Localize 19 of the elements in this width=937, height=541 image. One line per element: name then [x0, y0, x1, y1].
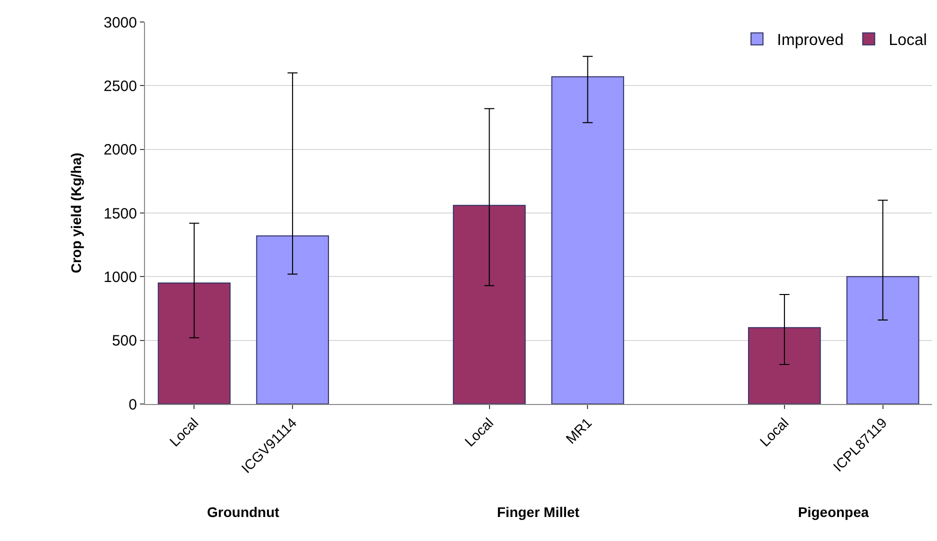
legend-label: Local: [888, 32, 927, 50]
bar: [748, 327, 821, 404]
y-tick-label: 0: [128, 396, 137, 414]
text: Groundnut: [207, 504, 280, 520]
y-tick-label: 1000: [104, 268, 137, 286]
text: Finger Millet: [497, 504, 580, 520]
y-tick-label: 500: [112, 332, 137, 350]
bar: [158, 282, 231, 404]
bar: [846, 276, 920, 404]
text: Pigeonpea: [798, 504, 870, 520]
y-tick-label: 3000: [104, 14, 137, 32]
bar: [452, 204, 526, 404]
y-tick-label: 1500: [104, 205, 137, 222]
y-tick-label: 2500: [104, 78, 137, 95]
legend-label: Improved: [777, 32, 844, 50]
bar: [256, 235, 329, 404]
y-tick-label: 2000: [104, 142, 137, 159]
bar: [551, 76, 624, 404]
y-axis-title: Crop yield (Kg/ha): [68, 152, 84, 274]
